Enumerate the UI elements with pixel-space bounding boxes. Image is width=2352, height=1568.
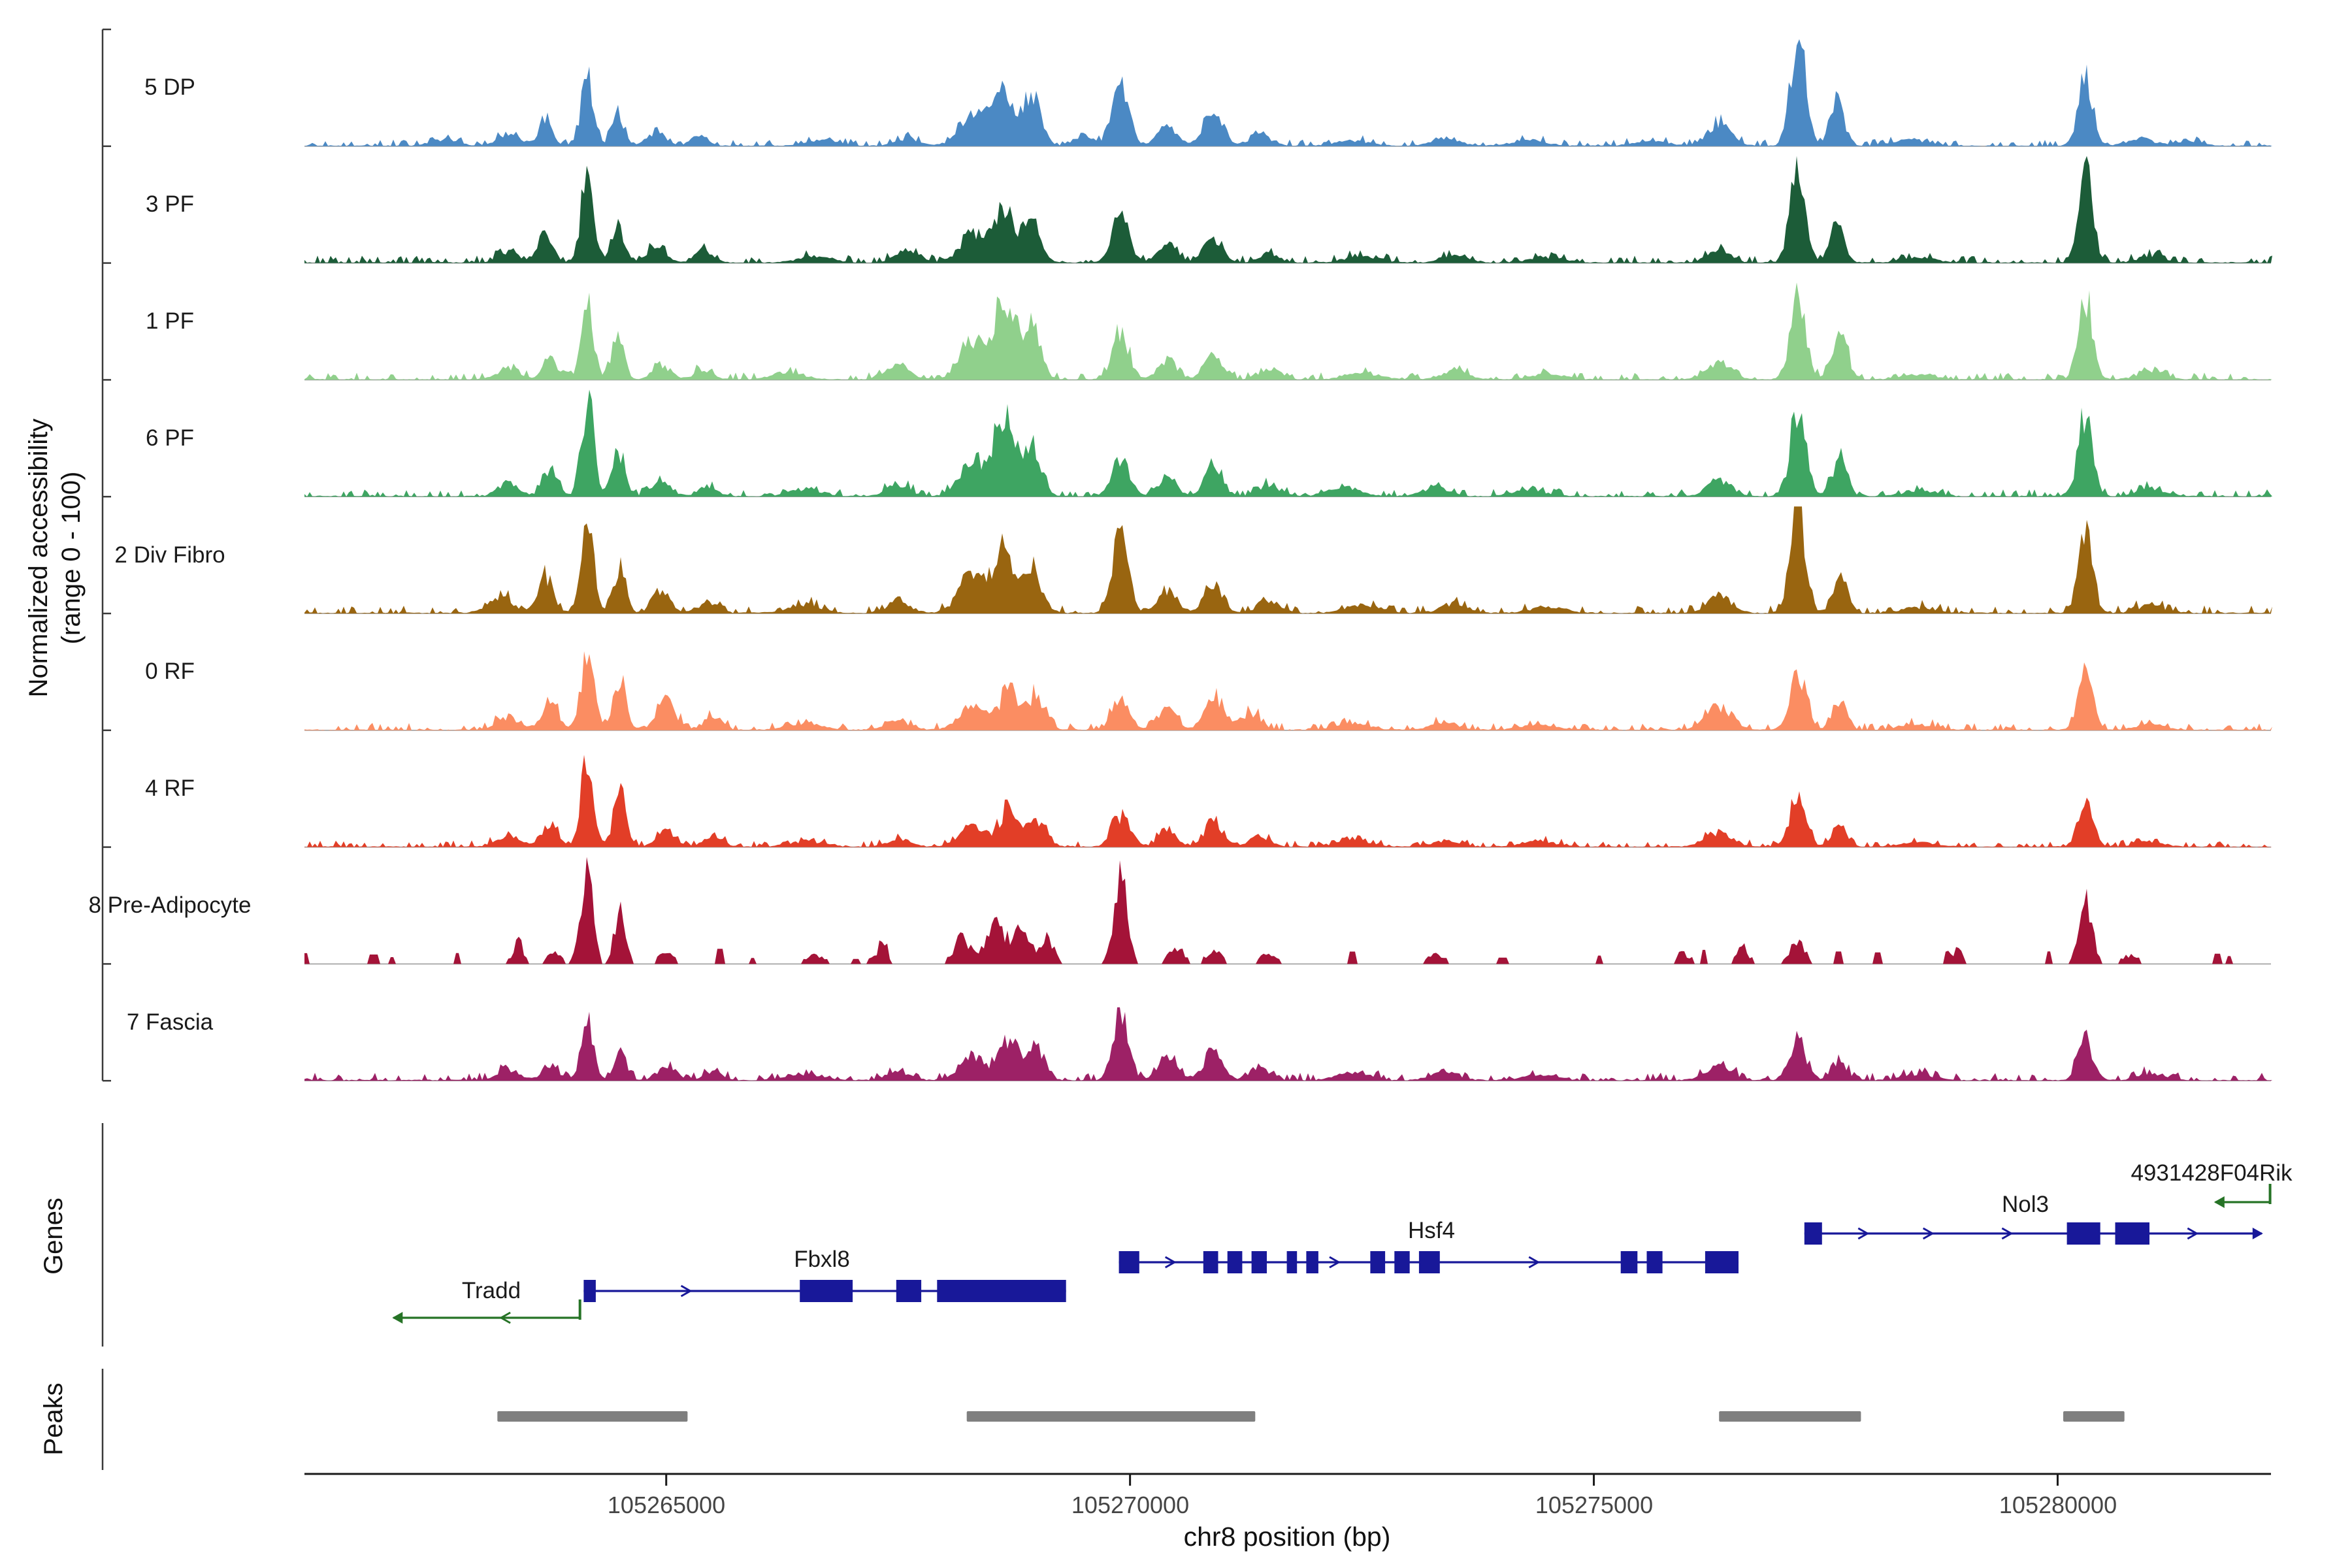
strand-arrow (2187, 1227, 2199, 1240)
gene-label: Nol3 (2002, 1192, 2049, 1217)
x-tick-label: 105275000 (1535, 1492, 1654, 1518)
strand-arrow (499, 1311, 511, 1324)
gene-exon (1251, 1251, 1267, 1273)
gene-exon (1306, 1251, 1318, 1273)
track-signal-4-rf (304, 755, 2272, 847)
gene-model-fbxl8 (583, 1280, 1066, 1302)
gene-exon (1646, 1251, 1663, 1273)
x-tick-label: 105280000 (1999, 1492, 2117, 1518)
genes-section-label: Genes (39, 1198, 68, 1275)
gene-model-tradd (392, 1299, 581, 1324)
strand-arrow (1922, 1227, 1935, 1240)
track-signal-0-rf (304, 651, 2272, 730)
strand-arrow (1329, 1256, 1341, 1269)
strand-arrow (1528, 1256, 1541, 1269)
gene-exon (1705, 1251, 1739, 1273)
track-signal-2-div-fibro (304, 506, 2272, 613)
gene-exon (800, 1280, 853, 1302)
peak-call-bar (1719, 1411, 1861, 1422)
gene-exon (2066, 1222, 2100, 1245)
gene-label: Fbxl8 (794, 1247, 850, 1272)
gene-exon (1418, 1251, 1440, 1273)
strand-arrow (680, 1284, 693, 1298)
terminal-arrow (2213, 1196, 2225, 1208)
gene-exon (1394, 1251, 1410, 1273)
track-label: 1 PF (146, 308, 194, 334)
strand-arrow (1857, 1227, 1870, 1240)
track-signal-8-pre-adipocyte (304, 857, 2272, 964)
track-signal-7-fascia (304, 1007, 2272, 1081)
track-label: 2 Div Fibro (114, 542, 225, 568)
gene-exon (1804, 1222, 1822, 1245)
x-axis-title: chr8 position (bp) (1183, 1522, 1391, 1552)
gene-exon (1286, 1251, 1298, 1273)
terminal-arrow (392, 1312, 403, 1324)
track-signal-1-pf (304, 282, 2272, 380)
gene-model-nol3 (1804, 1222, 2263, 1245)
track-label: 7 Fascia (126, 1009, 214, 1035)
gene-exon (1119, 1251, 1139, 1273)
gene-exon (2115, 1222, 2149, 1245)
gene-exon (896, 1280, 922, 1302)
x-tick-label: 105270000 (1071, 1492, 1190, 1518)
terminal-arrow (2252, 1228, 2263, 1239)
peak-call-bar (497, 1411, 688, 1422)
gene-label: Hsf4 (1408, 1218, 1455, 1243)
track-label: 3 PF (146, 191, 194, 217)
gene-exon (1227, 1251, 1243, 1273)
gene-label: 4931428F04Rik (2131, 1160, 2293, 1186)
gene-exon (1370, 1251, 1386, 1273)
track-signal-3-pf (304, 155, 2272, 263)
gene-exon (1620, 1251, 1638, 1273)
track-signal-5-dp (304, 39, 2272, 146)
gene-label: Tradd (461, 1278, 521, 1303)
gene-exon (583, 1280, 596, 1302)
peak-call-bar (2063, 1411, 2125, 1422)
x-tick-label: 105265000 (607, 1492, 726, 1518)
strand-arrow (1164, 1256, 1177, 1269)
peak-call-bar (966, 1411, 1256, 1422)
y-axis-label-line1: Normalized accessibility (24, 418, 53, 698)
gene-exon (937, 1280, 1066, 1302)
track-label: 8 Pre-Adipocyte (88, 892, 252, 918)
track-label: 4 RF (145, 776, 195, 801)
gene-model-hsf4 (1119, 1251, 1739, 1273)
track-label: 5 DP (144, 74, 195, 100)
track-label: 6 PF (146, 425, 194, 451)
track-label: 0 RF (145, 659, 195, 684)
strand-arrow (2001, 1227, 2014, 1240)
peaks-section-label: Peaks (39, 1382, 68, 1456)
gene-model-4931428f04rik (2213, 1184, 2272, 1208)
gene-exon (1203, 1251, 1218, 1273)
track-signal-6-pf (304, 389, 2272, 497)
